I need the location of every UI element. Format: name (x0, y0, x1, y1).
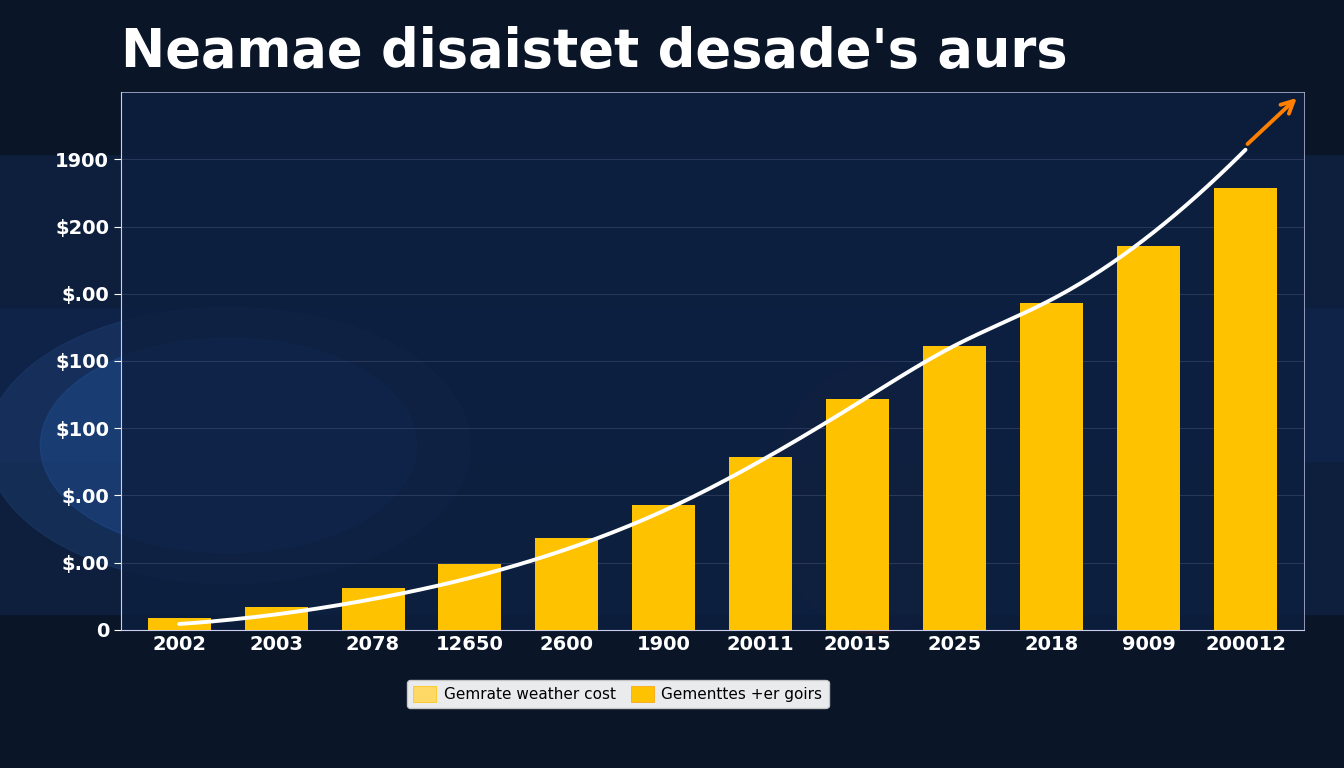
Bar (632, 505, 695, 630)
Bar (0, 307, 1344, 461)
Bar (923, 346, 986, 630)
Bar (148, 618, 211, 630)
Bar (341, 588, 405, 630)
Bar (1214, 188, 1277, 630)
Bar (827, 399, 890, 630)
Bar (1020, 303, 1083, 630)
Bar (245, 607, 308, 630)
Legend: Gemrate weather cost, Gementtes +er goirs: Gemrate weather cost, Gementtes +er goir… (407, 680, 828, 708)
Bar (438, 564, 501, 630)
Bar (0, 0, 1344, 154)
Text: Neamae disaistet desade's aurs: Neamae disaistet desade's aurs (121, 26, 1067, 78)
Bar (0, 461, 1344, 614)
Bar (535, 538, 598, 630)
Bar (0, 614, 1344, 768)
Bar (0, 154, 1344, 307)
Bar (730, 457, 793, 630)
Bar (1117, 246, 1180, 630)
